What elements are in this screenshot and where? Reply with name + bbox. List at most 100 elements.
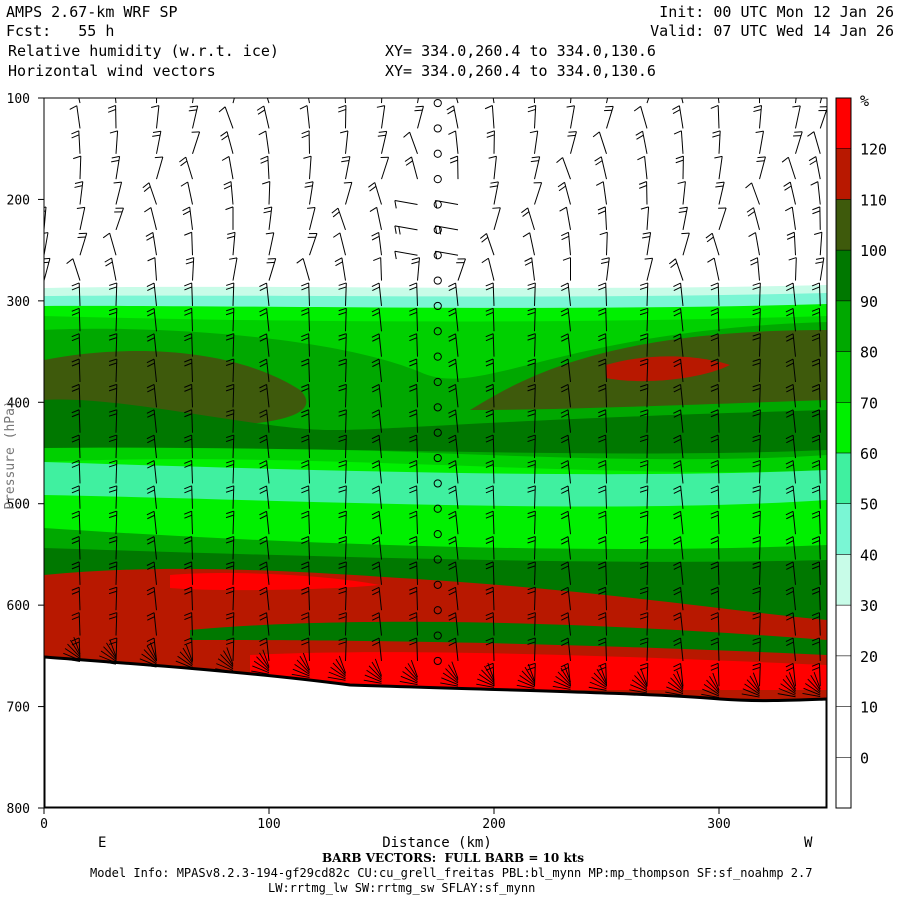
wind-barb	[108, 510, 118, 535]
wind-barb	[394, 250, 418, 260]
colorbar-label: 110	[860, 191, 887, 209]
x-tick-label: 0	[40, 817, 48, 832]
wind-barb	[811, 561, 821, 585]
wind-barb-surface-cluster	[665, 670, 684, 696]
wind-barb	[485, 561, 495, 585]
wind-barb	[715, 181, 725, 205]
wind-barb	[108, 485, 118, 509]
wind-barb	[752, 434, 761, 459]
wind-barb	[678, 206, 688, 230]
wind-barb	[748, 232, 760, 256]
wind-barb	[449, 155, 459, 180]
colorbar-swatch	[836, 199, 851, 251]
wind-barb	[485, 358, 495, 383]
wind-barb	[371, 561, 382, 585]
calm-wind-marker	[433, 504, 442, 513]
wind-barb	[448, 536, 459, 560]
wind-barb	[71, 586, 81, 611]
wind-barb	[404, 156, 418, 180]
wind-barb	[182, 206, 193, 230]
wind-barb	[448, 307, 459, 332]
colorbar-label: 10	[860, 699, 878, 717]
wind-barb	[598, 586, 607, 611]
wind-barb	[752, 282, 761, 306]
wind-barb	[154, 156, 164, 180]
wind-barb	[594, 156, 607, 180]
wind-barb	[560, 307, 571, 332]
wind-barb	[560, 358, 571, 383]
wind-barb	[673, 586, 684, 611]
wind-barb	[403, 131, 418, 154]
wind-barb	[673, 637, 684, 661]
wind-barb	[597, 206, 607, 230]
wind-barb	[673, 460, 684, 484]
wind-barb	[225, 586, 235, 611]
wind-barb	[71, 282, 81, 306]
wind-barb	[752, 510, 761, 535]
y-tick-label: 300	[7, 295, 30, 310]
wind-barb	[819, 98, 823, 104]
wind-barb	[417, 98, 419, 104]
wind-barb	[259, 612, 270, 636]
wind-barb	[639, 459, 649, 484]
wind-barb	[371, 358, 382, 383]
wind-barb	[146, 307, 157, 332]
wind-barb	[485, 637, 495, 661]
calm-wind-marker	[433, 98, 442, 108]
model-title: AMPS 2.67-km WRF SP	[6, 3, 178, 21]
wind-barb	[448, 358, 459, 383]
wind-barb	[527, 409, 536, 433]
wind-barb	[184, 434, 193, 459]
wind-barb	[44, 173, 45, 180]
wind-barb	[673, 358, 684, 383]
wind-barb	[71, 358, 81, 383]
wind-barb	[225, 434, 235, 459]
wind-barb	[179, 156, 193, 180]
colorbar: 0 10 20 30 40 50 60 70 80 90 100 110 120%	[835, 92, 887, 809]
wind-barb	[299, 105, 310, 129]
wind-barb	[44, 504, 45, 509]
wind-barb	[485, 536, 495, 560]
wind-barb	[301, 485, 310, 509]
wind-barb	[488, 155, 497, 180]
wind-barb	[71, 510, 81, 535]
wind-barb	[301, 536, 310, 560]
wind-barb	[752, 485, 761, 509]
wind-barb	[218, 106, 234, 129]
wind-barb-surface-cluster	[588, 665, 607, 691]
wind-barb	[258, 130, 270, 154]
wind-barb	[434, 200, 459, 209]
wind-barb	[448, 333, 459, 357]
wind-barb	[557, 181, 571, 205]
wind-barb	[448, 586, 459, 611]
wind-barb	[44, 101, 45, 104]
wind-barb	[191, 131, 201, 154]
wind-barb	[334, 257, 346, 281]
y-tick-label: 400	[7, 396, 30, 411]
y-tick-label: 100	[7, 92, 30, 107]
wind-barb	[639, 561, 649, 585]
wind-barb	[710, 662, 720, 687]
wind-barb	[296, 258, 310, 281]
wind-barb	[785, 485, 796, 509]
wind-barb	[446, 105, 459, 129]
wind-barb	[746, 207, 760, 230]
wind-barb	[673, 612, 684, 636]
wind-barb	[485, 586, 495, 611]
wind-barb	[333, 232, 346, 256]
wind-barb	[146, 612, 157, 636]
wind-barb	[380, 156, 390, 180]
x-axis: 0 100 200 300	[40, 808, 731, 832]
wind-barb	[811, 612, 821, 636]
wind-barb	[409, 307, 418, 332]
wind-barb	[673, 536, 684, 560]
colorbar-swatch	[836, 605, 851, 656]
wind-barb	[221, 156, 234, 180]
colorbar-label: 60	[860, 445, 878, 463]
wind-barb-surface-cluster	[327, 655, 346, 681]
wind-barb	[598, 307, 607, 332]
wind-barb	[192, 98, 194, 104]
wind-barb	[184, 358, 193, 383]
wind-barb	[44, 257, 51, 281]
wind-barb-surface-cluster	[552, 664, 571, 690]
